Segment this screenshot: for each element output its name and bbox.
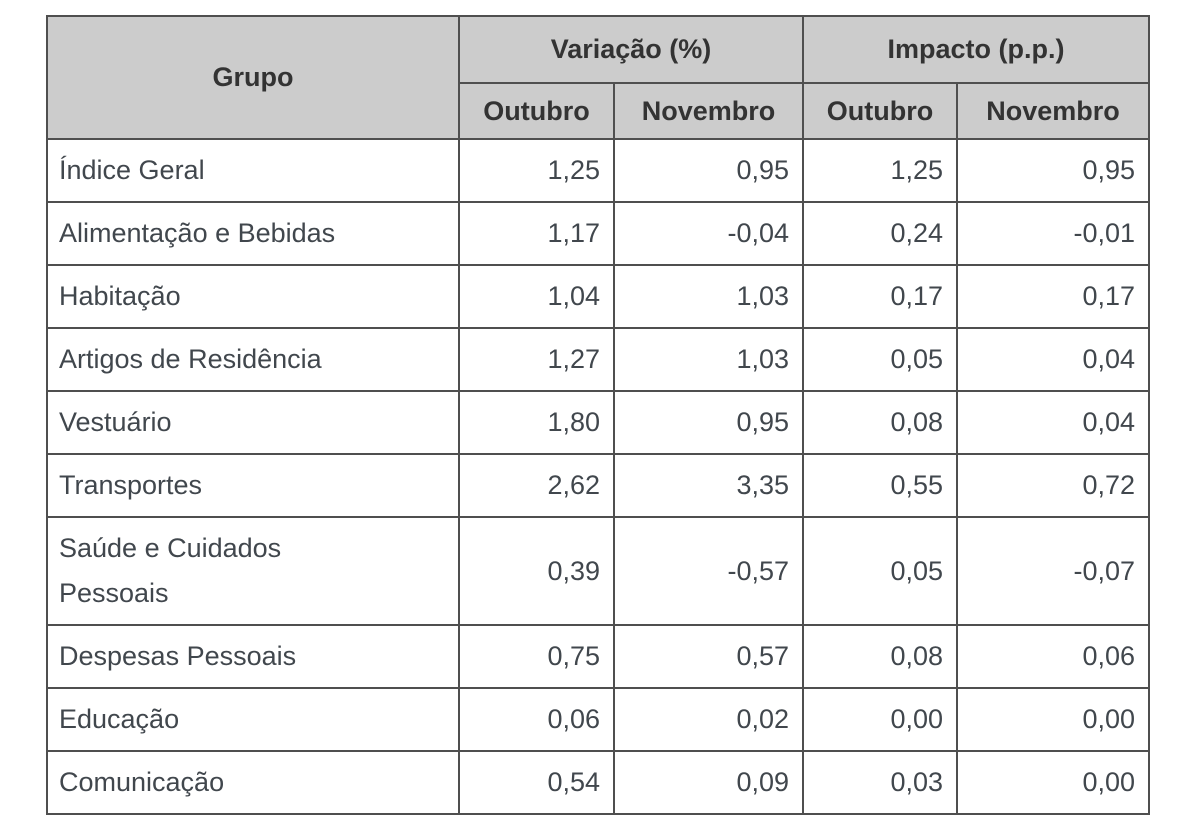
- value-cell: 3,35: [612, 453, 805, 518]
- table-row: Saúde e Cuidados Pessoais 0,39 -0,57 0,05 -0…: [46, 516, 1151, 626]
- header-sub-row: Outubro Novembro Outubro Novembro: [47, 82, 1151, 140]
- value-cell: 0,95: [612, 390, 805, 455]
- table-row: Despesas Pessoais 0,75 0,57 0,08 0,06: [46, 624, 1151, 689]
- table-row: Educação 0,06 0,02 0,00 0,00: [46, 687, 1151, 752]
- group-name-label: Comunicação: [59, 767, 225, 797]
- value-cell: 0,00: [802, 687, 959, 752]
- group-name-label: Vestuário: [59, 407, 172, 437]
- value-cell: 0,17: [956, 264, 1151, 329]
- group-name-cell: Índice Geral: [46, 138, 460, 203]
- group-name-cell: Saúde e Cuidados Pessoais: [46, 516, 460, 626]
- value-cell: -0,07: [956, 516, 1151, 626]
- table-header: Grupo Variação (%) Impacto (p.p.) Outubr…: [46, 15, 1151, 140]
- table-row: Vestuário 1,80 0,95 0,08 0,04: [46, 390, 1151, 455]
- value-cell: 1,03: [612, 264, 805, 329]
- group-name-cell: Artigos de Residência: [46, 327, 460, 392]
- group-name-label: Habitação: [59, 281, 181, 311]
- group-name-label: Índice Geral: [59, 155, 205, 185]
- group-name-cell: Educação: [46, 687, 460, 752]
- header-group-row: Grupo Variação (%) Impacto (p.p.): [46, 15, 1151, 140]
- table-row: Transportes 2,62 3,35 0,55 0,72: [46, 453, 1151, 518]
- group-name-label: Despesas Pessoais: [59, 641, 297, 671]
- column-group-impacto: Impacto (p.p.): [802, 15, 1151, 84]
- value-cell: 1,27: [458, 327, 615, 392]
- column-header-impacto-outubro: Outubro: [802, 82, 959, 140]
- table-row: Habitação 1,04 1,03 0,17 0,17: [46, 264, 1151, 329]
- value-cell: 0,57: [612, 624, 805, 689]
- value-cell: 1,03: [612, 327, 805, 392]
- value-cell: -0,04: [612, 201, 805, 266]
- value-cell: 0,95: [612, 138, 805, 203]
- value-cell: 0,08: [802, 624, 959, 689]
- value-cell: -0,57: [612, 516, 805, 626]
- group-name-cell: Vestuário: [46, 390, 460, 455]
- value-cell: 1,80: [458, 390, 615, 455]
- value-cell: 1,25: [458, 138, 615, 203]
- value-cell: 0,55: [802, 453, 959, 518]
- value-cell: 0,06: [956, 624, 1151, 689]
- value-cell: 0,04: [956, 327, 1151, 392]
- table-body: Índice Geral 1,25 0,95 1,25 0,95 Alimentação …: [46, 138, 1151, 815]
- column-group-variacao: Variação (%): [457, 15, 805, 84]
- group-name-cell: Alimentação e Bebidas: [46, 201, 460, 266]
- value-cell: 1,25: [802, 138, 959, 203]
- value-cell: 0,54: [458, 750, 615, 815]
- value-cell: 0,03: [802, 750, 959, 815]
- value-cell: 0,09: [612, 750, 805, 815]
- table-row: Alimentação e Bebidas 1,17 -0,04 0,24 -0,01: [46, 201, 1151, 266]
- column-header-grupo: Grupo: [46, 15, 460, 140]
- group-name-label: Educação: [59, 704, 180, 734]
- group-name-cell: Transportes: [46, 453, 460, 518]
- value-cell: 0,00: [956, 687, 1151, 752]
- value-cell: 0,05: [802, 516, 959, 626]
- table-row: Artigos de Residência 1,27 1,03 0,05 0,04: [46, 327, 1151, 392]
- value-cell: 0,39: [458, 516, 615, 626]
- value-cell: -0,01: [956, 201, 1151, 266]
- value-cell: 0,24: [802, 201, 959, 266]
- group-name-label: Artigos de Residência: [59, 344, 322, 374]
- value-cell: 0,04: [956, 390, 1151, 455]
- value-cell: 0,05: [802, 327, 959, 392]
- ipca-groups-table: Grupo Variação (%) Impacto (p.p.) Outubr…: [46, 15, 1151, 815]
- value-cell: 2,62: [458, 453, 615, 518]
- value-cell: 1,17: [458, 201, 615, 266]
- value-cell: 0,17: [802, 264, 959, 329]
- table-row: Comunicação 0,54 0,09 0,03 0,00: [46, 750, 1151, 815]
- value-cell: 0,06: [458, 687, 615, 752]
- group-name-cell: Habitação: [46, 264, 460, 329]
- table-row: Índice Geral 1,25 0,95 1,25 0,95: [46, 138, 1151, 203]
- value-cell: 0,95: [956, 138, 1151, 203]
- value-cell: 0,00: [956, 750, 1151, 815]
- value-cell: 0,08: [802, 390, 959, 455]
- column-header-variacao-novembro: Novembro: [612, 82, 805, 140]
- value-cell: 0,75: [458, 624, 615, 689]
- column-header-impacto-novembro: Novembro: [956, 82, 1151, 140]
- group-name-label: Saúde e Cuidados Pessoais: [59, 533, 282, 608]
- group-name-cell: Comunicação: [46, 750, 460, 815]
- value-cell: 0,02: [612, 687, 805, 752]
- column-header-variacao-outubro: Outubro: [458, 82, 615, 140]
- group-name-label: Transportes: [59, 470, 203, 500]
- value-cell: 0,72: [956, 453, 1151, 518]
- group-name-label: Alimentação e Bebidas: [59, 218, 336, 248]
- value-cell: 1,04: [458, 264, 615, 329]
- ipca-table-container: Grupo Variação (%) Impacto (p.p.) Outubr…: [46, 15, 1151, 815]
- group-name-cell: Despesas Pessoais: [46, 624, 460, 689]
